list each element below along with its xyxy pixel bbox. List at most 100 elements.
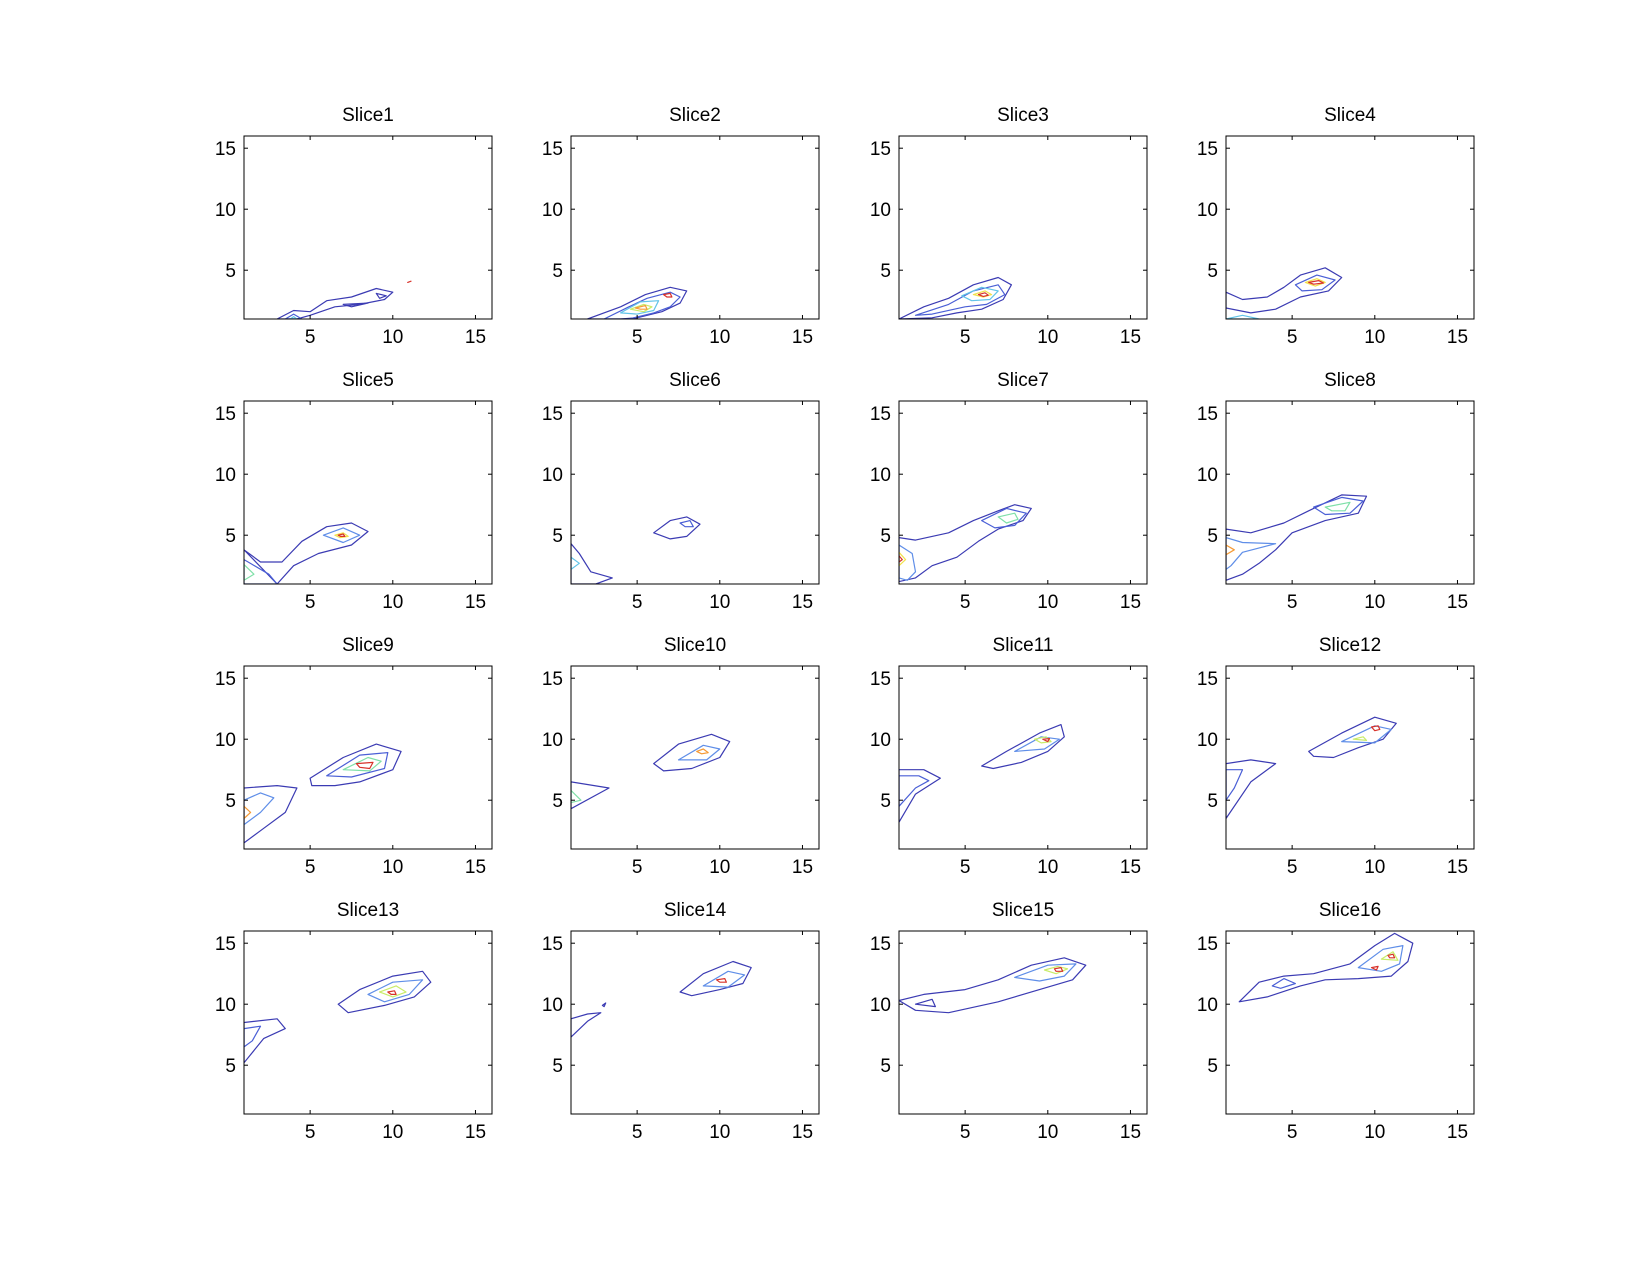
contour-group (244, 743, 402, 844)
contour-line (1014, 963, 1077, 982)
contour-line (571, 1012, 602, 1038)
axes-box (243, 135, 493, 320)
x-tick-label: 5 (1287, 327, 1298, 348)
x-tick-label: 15 (792, 327, 813, 348)
y-tick-label: 10 (1197, 995, 1218, 1016)
contour-line (601, 1002, 607, 1008)
y-tick-label: 10 (542, 995, 563, 1016)
contour-line (1226, 769, 1244, 801)
x-tick-label: 5 (305, 1122, 316, 1143)
y-tick-label: 15 (870, 404, 891, 425)
y-tick-label: 10 (542, 465, 563, 486)
contour-line (289, 316, 298, 319)
axes-box (570, 930, 820, 1115)
y-tick-label: 15 (870, 669, 891, 690)
contour-line (679, 519, 694, 528)
contour-line (244, 563, 255, 581)
contour-line (1357, 944, 1404, 972)
contour-line (961, 286, 999, 302)
y-tick-label: 15 (1197, 934, 1218, 955)
contour-line (715, 977, 728, 983)
axes-box (570, 665, 820, 850)
x-tick-label: 15 (1447, 857, 1468, 878)
contour-line (1370, 965, 1379, 971)
y-tick-label: 5 (225, 791, 236, 812)
contour-line (899, 555, 903, 563)
x-tick-label: 10 (709, 1122, 730, 1143)
contour-line (1238, 932, 1414, 1003)
contour-line (1312, 496, 1364, 516)
x-tick-label: 15 (792, 857, 813, 878)
contour-line (375, 292, 387, 299)
y-tick-label: 5 (1207, 791, 1218, 812)
contour-line (1043, 965, 1069, 975)
x-tick-label: 15 (465, 1122, 486, 1143)
contour-group (244, 522, 369, 584)
contour-line (244, 792, 275, 826)
y-tick-label: 15 (215, 404, 236, 425)
contour-line (899, 769, 941, 823)
contour-line (1370, 725, 1381, 732)
contour-line (981, 723, 1065, 770)
contour-line (244, 805, 252, 820)
contour-line (1380, 951, 1399, 961)
contour-line (899, 544, 917, 581)
subplot-8: 5 10 15 5 10 15 Slice8 (1197, 370, 1475, 613)
contour-line (1226, 267, 1343, 314)
x-tick-label: 5 (305, 857, 316, 878)
y-tick-label: 15 (542, 934, 563, 955)
contour-line (1387, 953, 1396, 959)
contour-line (972, 290, 993, 298)
contour-group (1226, 716, 1397, 820)
contour-group (899, 957, 1087, 1014)
contour-line (1014, 736, 1061, 753)
contour-line (342, 302, 369, 308)
contour-group (1226, 267, 1343, 319)
x-tick-label: 5 (960, 327, 971, 348)
contour-line (679, 960, 752, 997)
y-tick-label: 5 (880, 791, 891, 812)
subplot-11: 5 10 15 5 10 15 Slice11 (870, 635, 1148, 878)
y-tick-label: 5 (552, 791, 563, 812)
contour-line (662, 292, 673, 298)
contour-group (571, 516, 701, 584)
subplot-15: 5 10 15 5 10 15 Slice15 (870, 900, 1148, 1143)
x-tick-label: 15 (792, 592, 813, 613)
y-tick-label: 5 (880, 261, 891, 282)
y-tick-label: 10 (542, 200, 563, 221)
subplot-title: Slice16 (1319, 900, 1381, 921)
subplot-title: Slice15 (992, 900, 1054, 921)
axes-box (243, 665, 493, 850)
x-tick-label: 5 (305, 327, 316, 348)
contour-line (571, 543, 613, 584)
y-tick-label: 10 (215, 730, 236, 751)
subplot-title: Slice4 (1324, 105, 1376, 126)
y-tick-label: 15 (542, 404, 563, 425)
subplot-title: Slice14 (664, 900, 727, 921)
contour-line (899, 276, 1013, 319)
y-tick-label: 5 (552, 261, 563, 282)
subplot-12: 5 10 15 5 10 15 Slice12 (1197, 635, 1475, 878)
contour-line (334, 532, 349, 539)
x-tick-label: 15 (1120, 1122, 1141, 1143)
x-tick-label: 15 (465, 592, 486, 613)
subplot-title: Slice10 (664, 635, 726, 656)
contour-line (571, 556, 580, 571)
subplot-5: 5 10 15 5 10 15 Slice5 (215, 370, 493, 613)
x-tick-label: 5 (960, 592, 971, 613)
subplot-2: 5 10 15 5 10 15 Slice2 (542, 105, 820, 348)
contour-line (1304, 278, 1326, 287)
y-tick-label: 15 (542, 669, 563, 690)
x-tick-label: 10 (1037, 592, 1058, 613)
axes-box (1225, 930, 1475, 1115)
contour-line (337, 970, 432, 1014)
contour-line (1308, 716, 1397, 759)
contour-line (1308, 280, 1325, 285)
x-tick-label: 10 (709, 857, 730, 878)
subplot-9: 5 10 15 5 10 15 Slice9 (215, 635, 493, 878)
contour-line (997, 512, 1019, 524)
subplot-6: 5 10 15 5 10 15 Slice6 (542, 370, 820, 613)
contour-line (696, 748, 709, 755)
contour-line (322, 527, 361, 544)
